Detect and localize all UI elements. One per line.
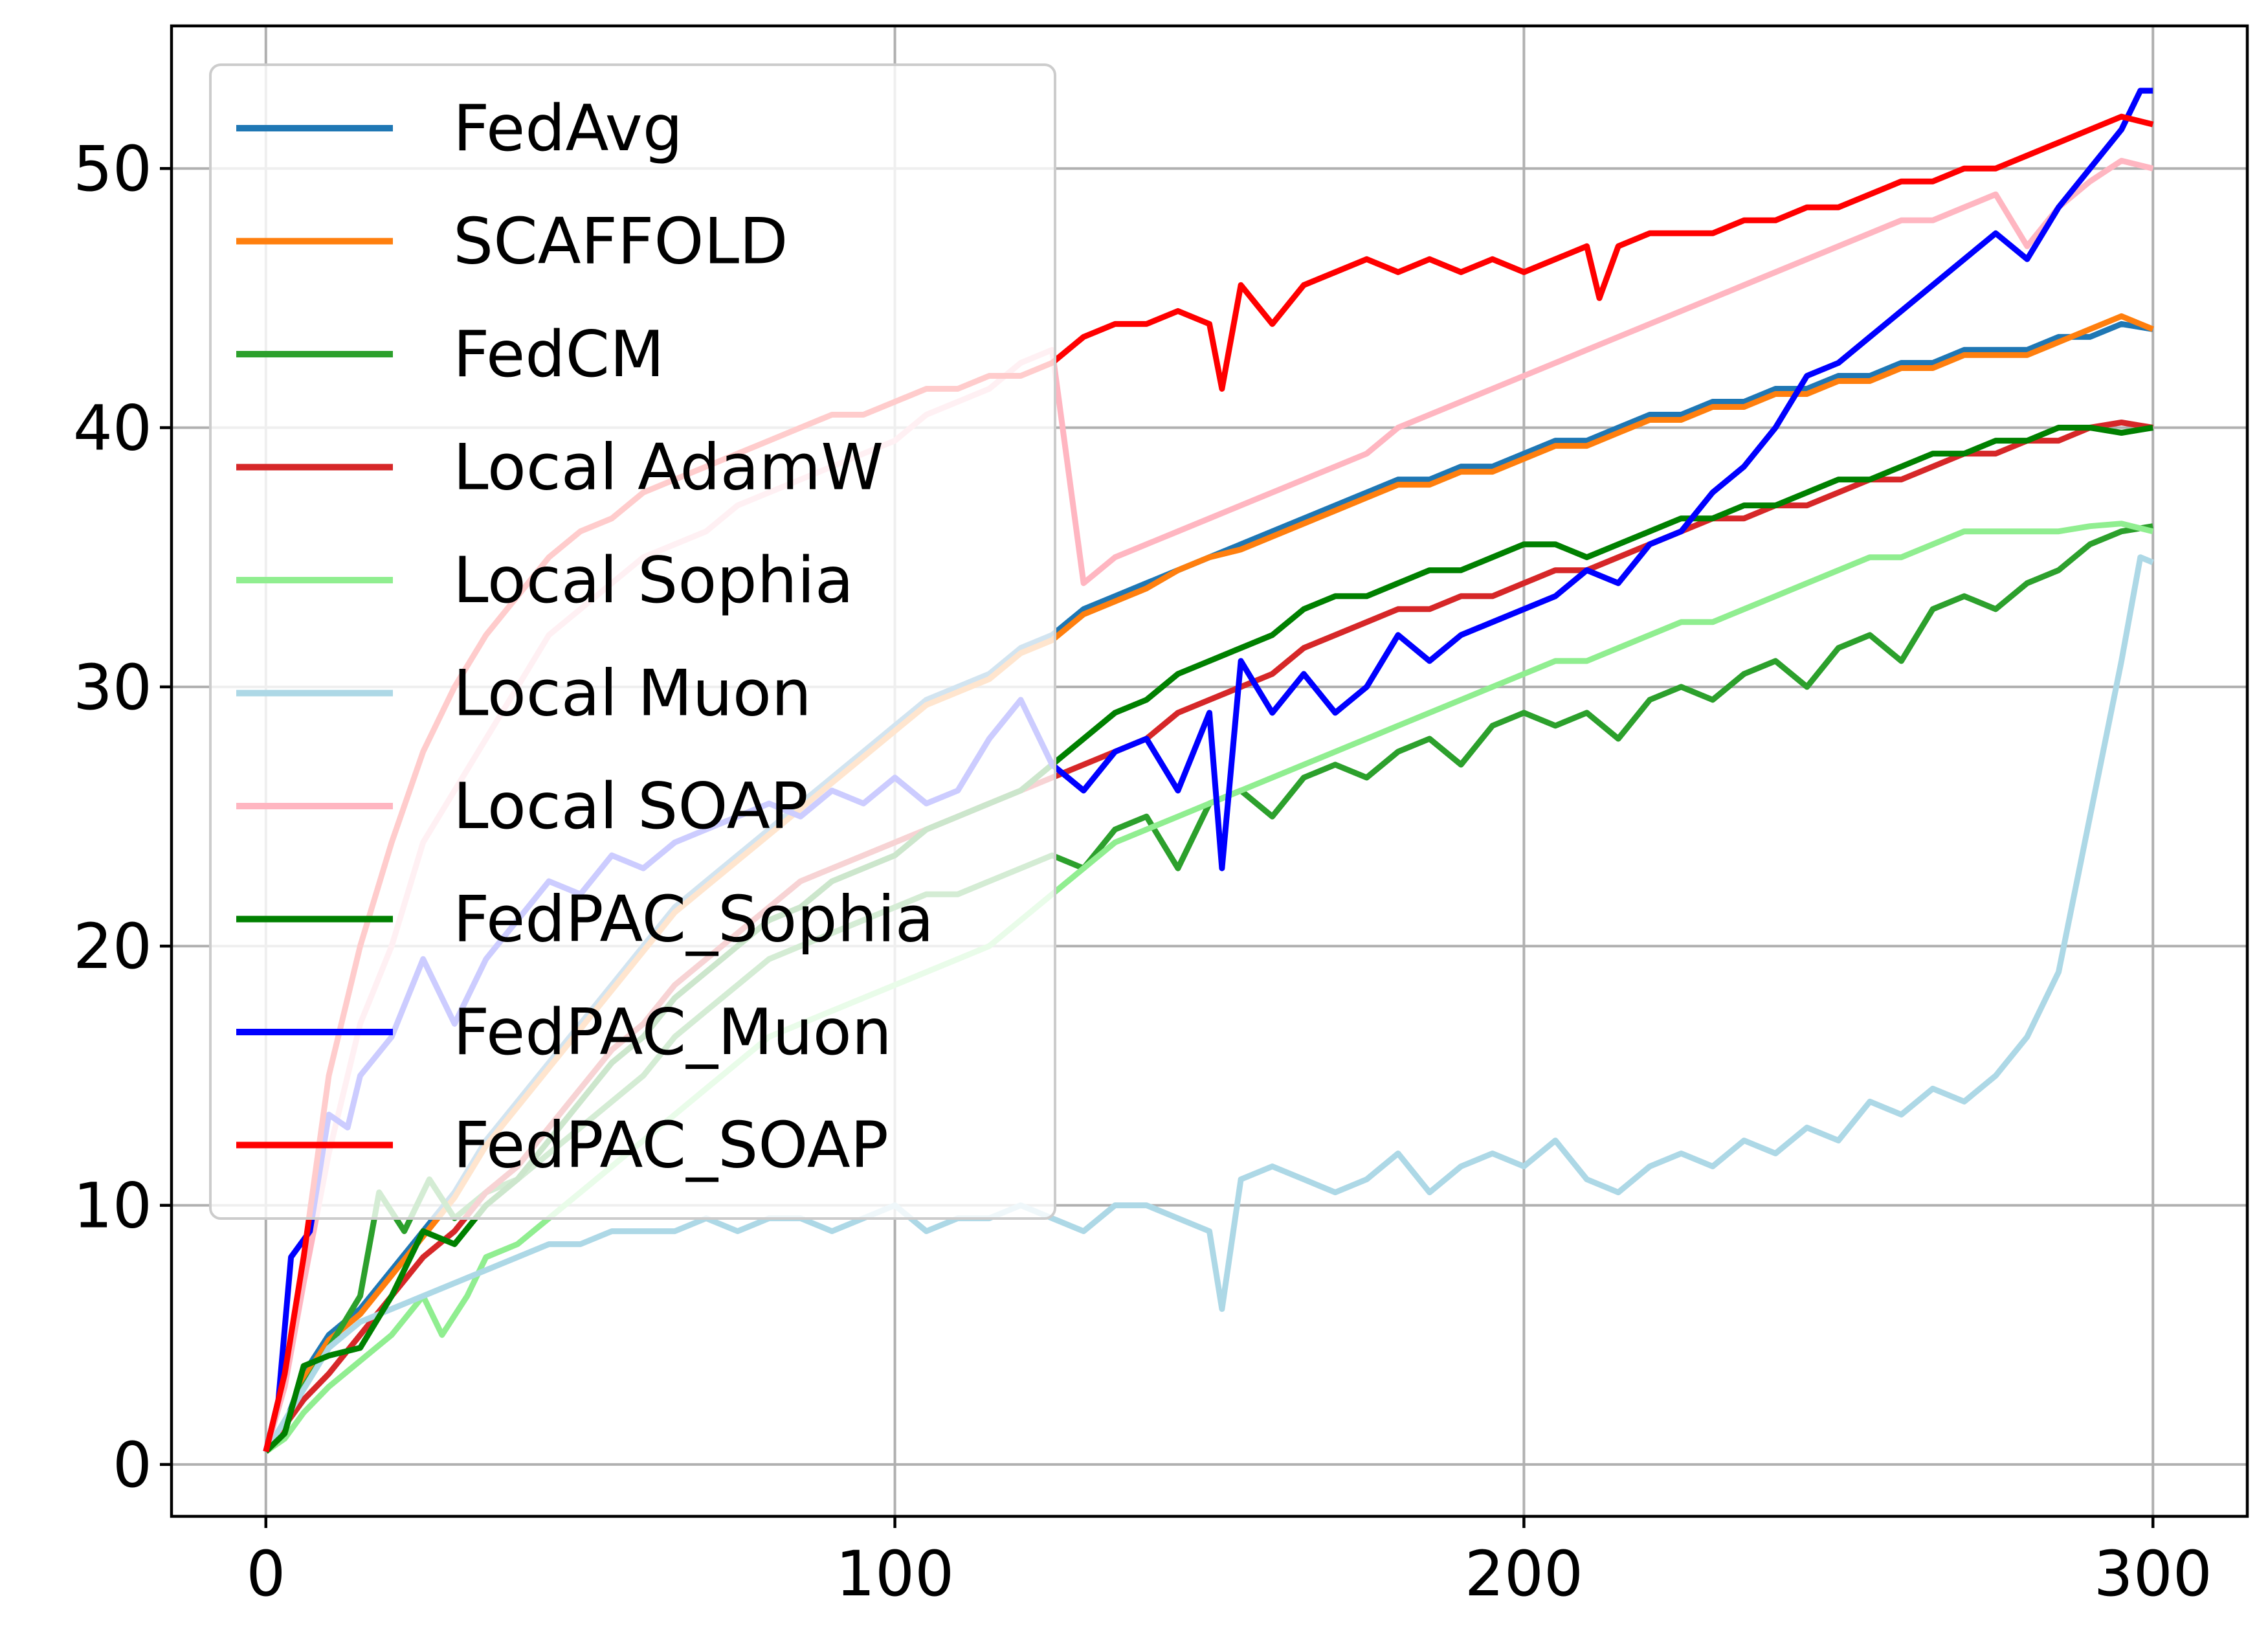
- y-tick-label: 40: [73, 392, 152, 465]
- x-tick-label: 100: [836, 1538, 954, 1610]
- legend-label-local-sophia: Local Sophia: [453, 544, 854, 618]
- x-tick-label: 0: [246, 1538, 285, 1610]
- axes-frame: [170, 24, 2249, 1518]
- y-tick-label: 30: [73, 651, 152, 724]
- y-tick-label: 50: [73, 133, 152, 205]
- legend-label-local-muon: Local Muon: [453, 657, 812, 731]
- legend: FedAvg SCAFFOLD FedCM Local AdamW Local Soph…: [209, 63, 1056, 1220]
- y-tick-label: 10: [73, 1170, 152, 1242]
- series-line-local-muon: [263, 554, 2154, 1454]
- legend-label-scaffold: SCAFFOLD: [453, 205, 788, 279]
- x-tick-label: 200: [1465, 1538, 1583, 1610]
- legend-box: [209, 63, 1056, 1220]
- legend-label-fedcm: FedCM: [453, 318, 665, 392]
- legend-label-fedpac-soap: FedPAC_SOAP: [453, 1109, 889, 1183]
- legend-label-fedavg: FedAvg: [453, 92, 683, 166]
- legend-label-fedpac-muon: FedPAC_Muon: [453, 996, 892, 1070]
- x-axis-ticks: 0 100 200 300: [246, 1516, 2212, 1610]
- y-tick-label: 20: [73, 910, 152, 983]
- x-tick-label: 300: [2094, 1538, 2212, 1610]
- legend-label-local-soap: Local SOAP: [453, 770, 808, 844]
- y-tick-label: 0: [113, 1429, 152, 1501]
- legend-label-fedpac-sophia: FedPAC_Sophia: [453, 883, 934, 957]
- series-line-local-sophia: [264, 521, 2154, 1454]
- legend-label-local-adamw: Local AdamW: [453, 431, 884, 505]
- y-axis-ticks: 0 10 20 30 40 50: [73, 133, 172, 1501]
